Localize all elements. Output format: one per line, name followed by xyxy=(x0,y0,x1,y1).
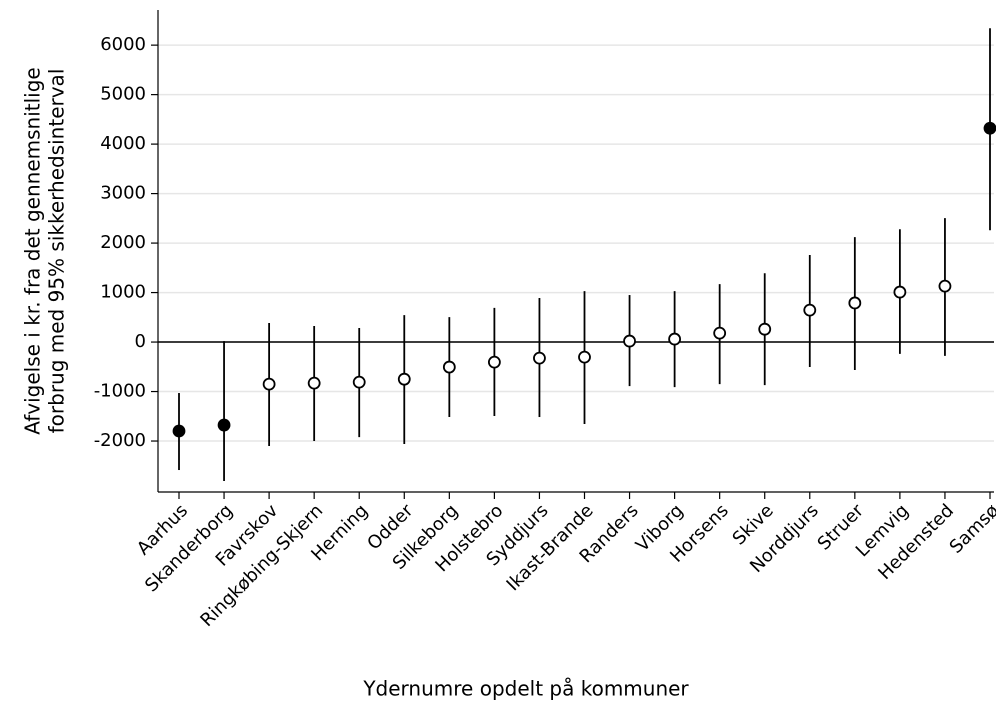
point xyxy=(578,350,591,364)
x-axis-label: Ydernumre opdelt på kommuner xyxy=(362,677,689,701)
y-tick-label: 2000 xyxy=(100,232,146,253)
point xyxy=(893,285,907,299)
point xyxy=(623,334,636,348)
point xyxy=(397,372,411,386)
point xyxy=(217,418,231,432)
point xyxy=(668,332,682,346)
point xyxy=(983,121,996,135)
point xyxy=(307,376,321,390)
point xyxy=(803,303,817,317)
point xyxy=(442,360,456,374)
point xyxy=(533,351,546,365)
point xyxy=(262,377,276,391)
point xyxy=(938,279,952,293)
point xyxy=(487,355,501,369)
y-tick-label: 5000 xyxy=(100,84,146,105)
point xyxy=(848,296,862,310)
y-tick-label: 3000 xyxy=(100,183,146,204)
x-tick-label: Samsø xyxy=(946,500,996,558)
y-tick-label: 1000 xyxy=(100,282,146,303)
y-tick-label: 6000 xyxy=(100,34,146,55)
y-axis-label: forbrug med 95% sikkerhedsinterval xyxy=(45,69,69,434)
y-axis-label: Afvigelse i kr. fra det gennemsnitlige xyxy=(21,67,45,434)
point xyxy=(352,375,366,389)
y-tick-label: 0 xyxy=(135,331,146,352)
point xyxy=(713,326,727,340)
point xyxy=(172,424,186,438)
point xyxy=(758,322,772,336)
y-tick-label: 4000 xyxy=(100,133,146,154)
y-tick-label: -2000 xyxy=(94,430,146,451)
y-tick-label: -1000 xyxy=(94,381,146,402)
